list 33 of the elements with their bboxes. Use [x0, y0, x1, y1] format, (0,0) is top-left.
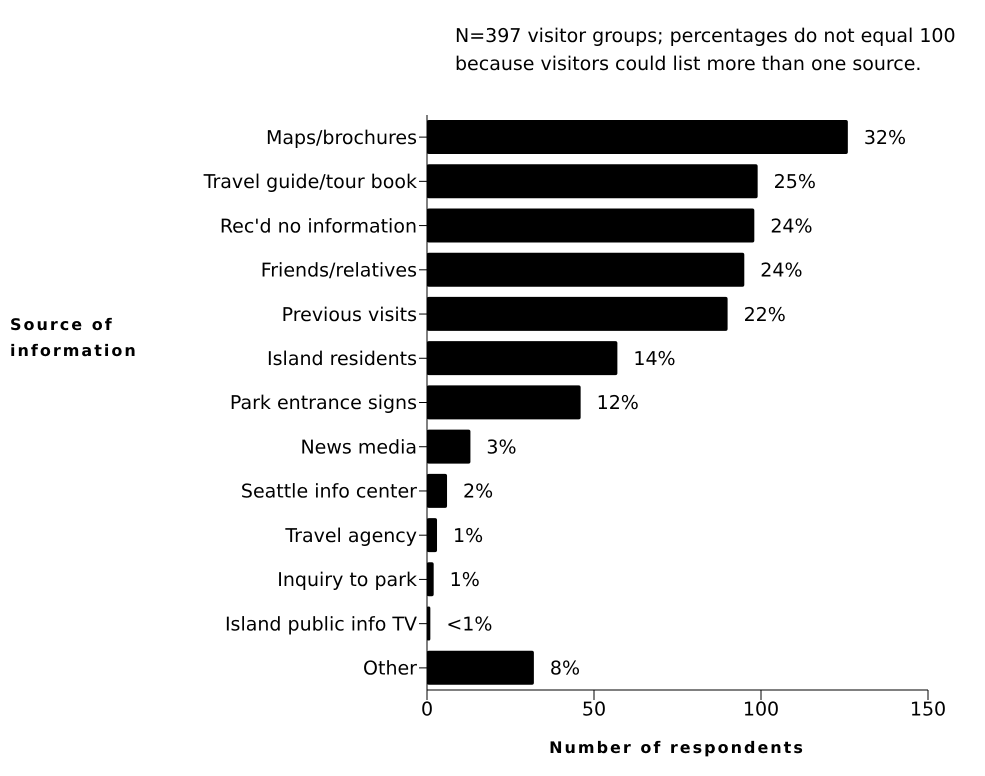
x-tick-label: 0: [420, 698, 434, 720]
y-tick-label: News media: [300, 436, 417, 458]
annotation: 12%: [596, 392, 639, 414]
annotation: 3%: [486, 436, 517, 458]
y-tick-label: Island public info TV: [224, 613, 417, 636]
x-tick-label: 150: [910, 698, 946, 720]
annotation: 8%: [550, 658, 580, 680]
text: N=397 visitor groups; percentages do not equal 100 because visitors could list more than one source.: [455, 24, 957, 77]
y-tick-label: Travel agency: [284, 524, 417, 547]
x-tick-label: 50: [582, 698, 606, 720]
y-tick-label: Seattle info center: [240, 480, 418, 503]
y-tick-label: Friends/relatives: [260, 260, 417, 282]
annotation: 1%: [453, 524, 484, 547]
y-tick-label: Other: [363, 658, 418, 680]
y-tick-label: Rec'd no information: [220, 215, 417, 238]
y-tick-label: Previous visits: [282, 304, 417, 326]
annotation: 32%: [864, 126, 906, 149]
annotation: 1%: [450, 569, 480, 592]
annotation: 25%: [774, 171, 816, 194]
y-axis-title: Source of information: [10, 314, 139, 362]
annotation: 24%: [760, 260, 803, 282]
annotation: 14%: [633, 348, 676, 370]
annotation: 24%: [770, 215, 813, 238]
y-tick-label: Park entrance signs: [230, 392, 417, 414]
y-tick-label: Inquiry to park: [277, 569, 417, 592]
annotation: 2%: [463, 480, 494, 503]
x-axis-title: Number of respondents: [548, 738, 806, 757]
x-tick-label: 100: [742, 698, 780, 720]
y-tick-label: Maps/brochures: [266, 126, 417, 149]
y-tick-label: Travel guide/tour book: [202, 171, 417, 194]
annotation: <1%: [446, 613, 492, 636]
y-tick-label: Island residents: [267, 348, 417, 370]
annotation: 22%: [744, 304, 786, 326]
